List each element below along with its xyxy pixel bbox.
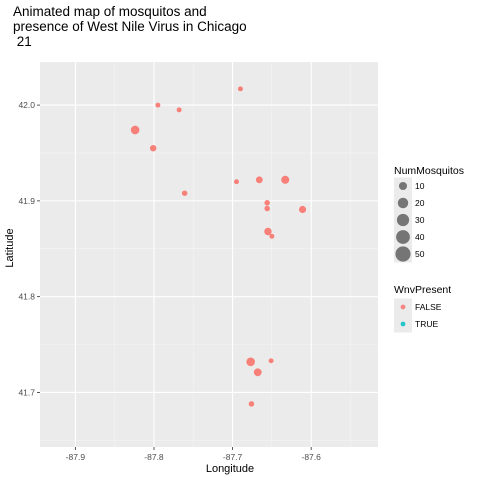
- color-legend-title: WnvPresent: [394, 284, 451, 296]
- x-tick-label: -87.9: [66, 452, 86, 462]
- data-point: [234, 179, 239, 185]
- size-legend-label: 30: [415, 215, 425, 225]
- data-point: [264, 205, 270, 212]
- size-legend-title: NumMosquitos: [394, 165, 464, 177]
- x-tick-label: -87.8: [144, 452, 164, 462]
- size-legend-swatch: [395, 246, 411, 262]
- data-point: [255, 176, 263, 184]
- y-tick-label: 41.8: [18, 292, 35, 302]
- y-axis-ticks: 41.7 41.8 41.9 42.0: [18, 100, 40, 397]
- size-legend-label: 40: [415, 232, 425, 242]
- data-point: [268, 358, 274, 364]
- color-legend-label: TRUE: [415, 319, 438, 329]
- data-points: [130, 86, 307, 407]
- data-point: [264, 227, 272, 236]
- size-legend-swatch: [398, 181, 408, 191]
- size-legend-swatch: [396, 230, 410, 244]
- color-legend-swatch: [400, 321, 406, 327]
- color-legend: WnvPresent FALSE TRUE: [394, 284, 451, 333]
- minor-gridlines: [40, 62, 378, 447]
- data-point: [269, 233, 275, 239]
- data-point: [253, 368, 262, 377]
- data-point: [298, 205, 307, 214]
- x-axis-label: Longitude: [206, 463, 254, 475]
- data-point: [264, 200, 270, 206]
- x-axis-ticks: -87.9 -87.8 -87.7 -87.6: [66, 447, 321, 462]
- y-tick-label: 41.9: [18, 196, 35, 206]
- data-point: [149, 144, 157, 152]
- size-legend-label: 50: [415, 249, 425, 259]
- x-tick-label: -87.6: [301, 452, 321, 462]
- color-legend-swatch: [400, 304, 406, 310]
- data-point: [181, 190, 188, 196]
- y-tick-label: 41.7: [18, 387, 35, 397]
- data-point: [281, 175, 290, 184]
- chart-title-line-3: 21: [13, 34, 32, 49]
- data-point: [176, 107, 182, 113]
- size-legend: NumMosquitos 10 20 30 40 50: [394, 165, 464, 263]
- data-point: [130, 125, 140, 135]
- chart-title-line-2: presence of West Nile Virus in Chicago: [13, 19, 247, 34]
- data-point: [246, 357, 255, 367]
- color-legend-label: FALSE: [415, 302, 442, 312]
- size-legend-swatch: [396, 213, 410, 227]
- y-axis-label: Latitude: [4, 228, 16, 267]
- plot-panel: [40, 62, 378, 447]
- x-tick-label: -87.7: [223, 452, 243, 462]
- size-legend-swatch: [397, 197, 409, 209]
- y-tick-label: 42.0: [18, 100, 35, 110]
- data-point: [155, 102, 161, 108]
- data-point: [237, 86, 243, 92]
- size-legend-label: 20: [415, 198, 425, 208]
- data-point: [248, 401, 255, 407]
- size-legend-label: 10: [415, 181, 425, 191]
- chart-title-line-1: Animated map of mosquitos and: [13, 4, 207, 19]
- major-gridlines: [40, 62, 378, 447]
